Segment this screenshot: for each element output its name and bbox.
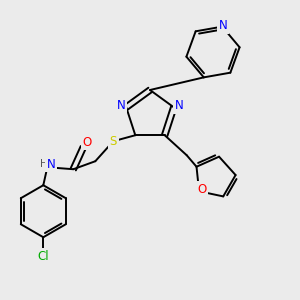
Text: N: N	[47, 158, 56, 171]
Text: N: N	[219, 19, 228, 32]
Text: S: S	[110, 135, 117, 148]
Text: O: O	[197, 183, 207, 196]
Text: Cl: Cl	[38, 250, 49, 263]
Text: N: N	[174, 99, 183, 112]
Text: O: O	[83, 136, 92, 149]
Text: H: H	[40, 159, 48, 169]
Text: N: N	[117, 99, 126, 112]
